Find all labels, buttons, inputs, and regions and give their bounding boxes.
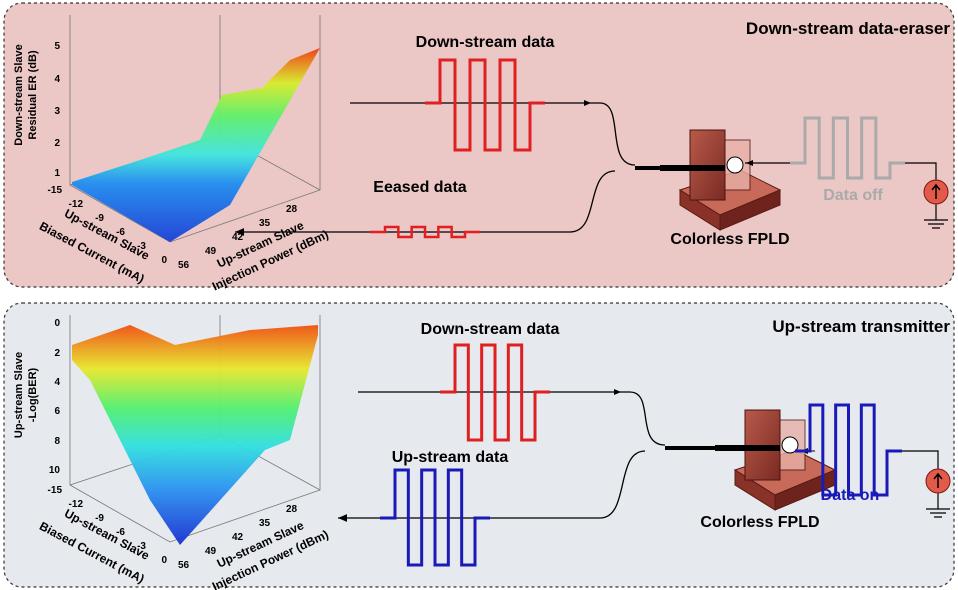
y-tick-label: 56 <box>178 560 190 571</box>
z-tick-label: 10 <box>49 465 61 476</box>
device-lens <box>727 157 743 173</box>
z-tick-label: 2 <box>54 138 60 149</box>
z-tick-label: 0 <box>54 318 60 329</box>
z-tick-label: 1 <box>54 168 60 179</box>
y-tick-label: 49 <box>205 546 217 557</box>
x-tick-label: 0 <box>161 555 167 566</box>
stream-label: Down-stream data <box>421 321 560 338</box>
panel-title: Down-stream data-eraser <box>746 19 950 38</box>
source-label: Data off <box>823 187 883 204</box>
z-axis-label: Down-stream Slave <box>13 44 25 145</box>
y-tick-label: 56 <box>178 260 190 271</box>
y-tick-label: 49 <box>205 246 217 257</box>
z-tick-label: 2 <box>54 348 60 359</box>
source-label: Data on <box>821 487 880 504</box>
return-label: Up-stream data <box>392 449 509 466</box>
z-tick-label: 3 <box>54 106 60 117</box>
x-tick-label: -15 <box>48 485 63 496</box>
x-tick-label: -15 <box>48 185 63 196</box>
stream-label: Down-stream data <box>416 34 555 51</box>
panel-title: Up-stream transmitter <box>772 317 950 336</box>
z-tick-label: 6 <box>54 406 60 417</box>
figure: 54321-15-12-9-6-305649423528Down-stream … <box>0 0 958 590</box>
z-tick-label: 4 <box>54 74 60 85</box>
z-axis-label: Up-stream Slave <box>13 352 25 438</box>
z-axis-label: Residual ER (dB) <box>27 50 39 140</box>
y-tick-label: 35 <box>259 218 271 229</box>
y-tick-label: 42 <box>232 532 244 543</box>
z-tick-label: 5 <box>54 41 60 52</box>
y-tick-label: 28 <box>286 504 298 515</box>
z-tick-label: 8 <box>54 436 60 447</box>
y-tick-label: 35 <box>259 518 271 529</box>
y-tick-label: 28 <box>286 204 298 215</box>
z-axis-label: -Log(BER) <box>27 367 39 422</box>
return-label: Eeased data <box>373 179 466 196</box>
device-label: Colorless FPLD <box>700 514 819 531</box>
y-tick-label: 42 <box>232 232 244 243</box>
page: 54321-15-12-9-6-305649423528Down-stream … <box>0 0 958 590</box>
device-label: Colorless FPLD <box>670 231 789 248</box>
x-tick-label: 0 <box>161 255 167 266</box>
z-tick-label: 4 <box>54 377 60 388</box>
